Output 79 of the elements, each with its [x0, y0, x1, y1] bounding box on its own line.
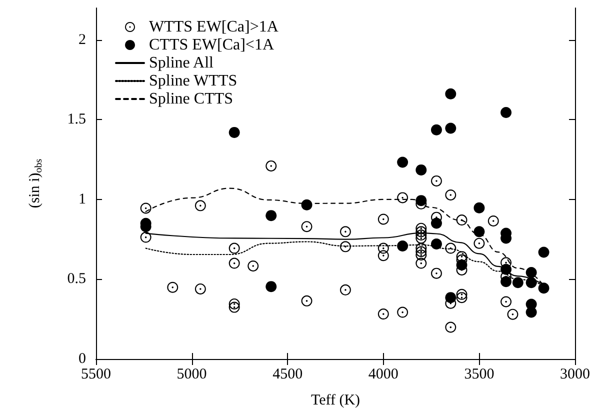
point: [538, 246, 550, 258]
point: [445, 122, 456, 134]
point: [266, 210, 277, 222]
point: [500, 276, 512, 288]
point: [488, 215, 499, 226]
y-tick-label: 1.5: [67, 112, 86, 128]
point: [445, 292, 456, 304]
point: [266, 160, 277, 172]
point: [397, 306, 408, 318]
point: [430, 175, 442, 186]
y-tick-label: 0.5: [67, 271, 86, 288]
point: [228, 242, 240, 254]
point: [445, 242, 456, 254]
point: [416, 258, 427, 269]
point: [378, 250, 389, 262]
legend-label: Spline CTTS: [149, 90, 234, 108]
point: [416, 232, 427, 244]
point: [378, 308, 389, 320]
point: [301, 199, 312, 210]
point: [340, 241, 351, 252]
point: [456, 214, 468, 226]
legend-label: WTTS EW[Ca]>1A: [149, 18, 279, 36]
point: [397, 156, 408, 168]
point: [430, 238, 442, 250]
point: [526, 277, 537, 288]
x-tick-label: 3500: [464, 366, 494, 382]
x-tick-label: 3000: [560, 366, 590, 382]
point: [301, 295, 312, 306]
point: [512, 277, 524, 288]
point: [500, 296, 512, 308]
point: [445, 322, 456, 333]
point: [500, 107, 512, 118]
point: [416, 195, 427, 206]
y-tick-label: 1: [78, 191, 86, 208]
point: [194, 283, 206, 294]
point: [140, 232, 152, 243]
point: [397, 240, 408, 252]
legend-label: CTTS EW[Ca]<1A: [149, 36, 274, 54]
point: [228, 126, 240, 138]
y-tick-label: 0: [78, 351, 86, 367]
point: [248, 260, 259, 272]
point: [430, 268, 442, 279]
x-tick-label: 5000: [176, 366, 207, 382]
point: [228, 302, 240, 313]
point: [340, 226, 351, 238]
point: [507, 308, 518, 320]
x-axis-title: Teff (K): [310, 392, 360, 408]
x-tick-label: 5500: [81, 366, 111, 382]
point: [474, 226, 485, 238]
point: [526, 267, 537, 278]
point: [526, 306, 537, 318]
point: [445, 88, 456, 100]
point: [378, 214, 389, 225]
point: [167, 282, 178, 293]
x-tick-label: 4500: [272, 366, 303, 382]
point: [430, 124, 442, 136]
point: [445, 189, 456, 200]
point: [301, 221, 312, 232]
y-tick-label: 2: [78, 32, 86, 48]
point: [474, 202, 485, 214]
point: [474, 238, 485, 249]
point: [456, 260, 468, 271]
legend-label: Spline All: [149, 54, 214, 72]
point: [500, 264, 512, 275]
point: [416, 249, 427, 260]
point: [140, 202, 152, 214]
point: [416, 164, 427, 176]
point: [228, 258, 240, 269]
x-tick-label: 4000: [368, 366, 398, 382]
point: [194, 200, 206, 212]
point: [538, 282, 550, 294]
point: [456, 292, 468, 304]
point: [397, 192, 408, 204]
point: [378, 242, 389, 254]
point: [266, 281, 277, 292]
point: [430, 218, 442, 229]
point: [340, 284, 351, 296]
legend-label: Spline WTTS: [149, 72, 238, 90]
y-axis-title: (sin i)obs: [27, 158, 44, 208]
